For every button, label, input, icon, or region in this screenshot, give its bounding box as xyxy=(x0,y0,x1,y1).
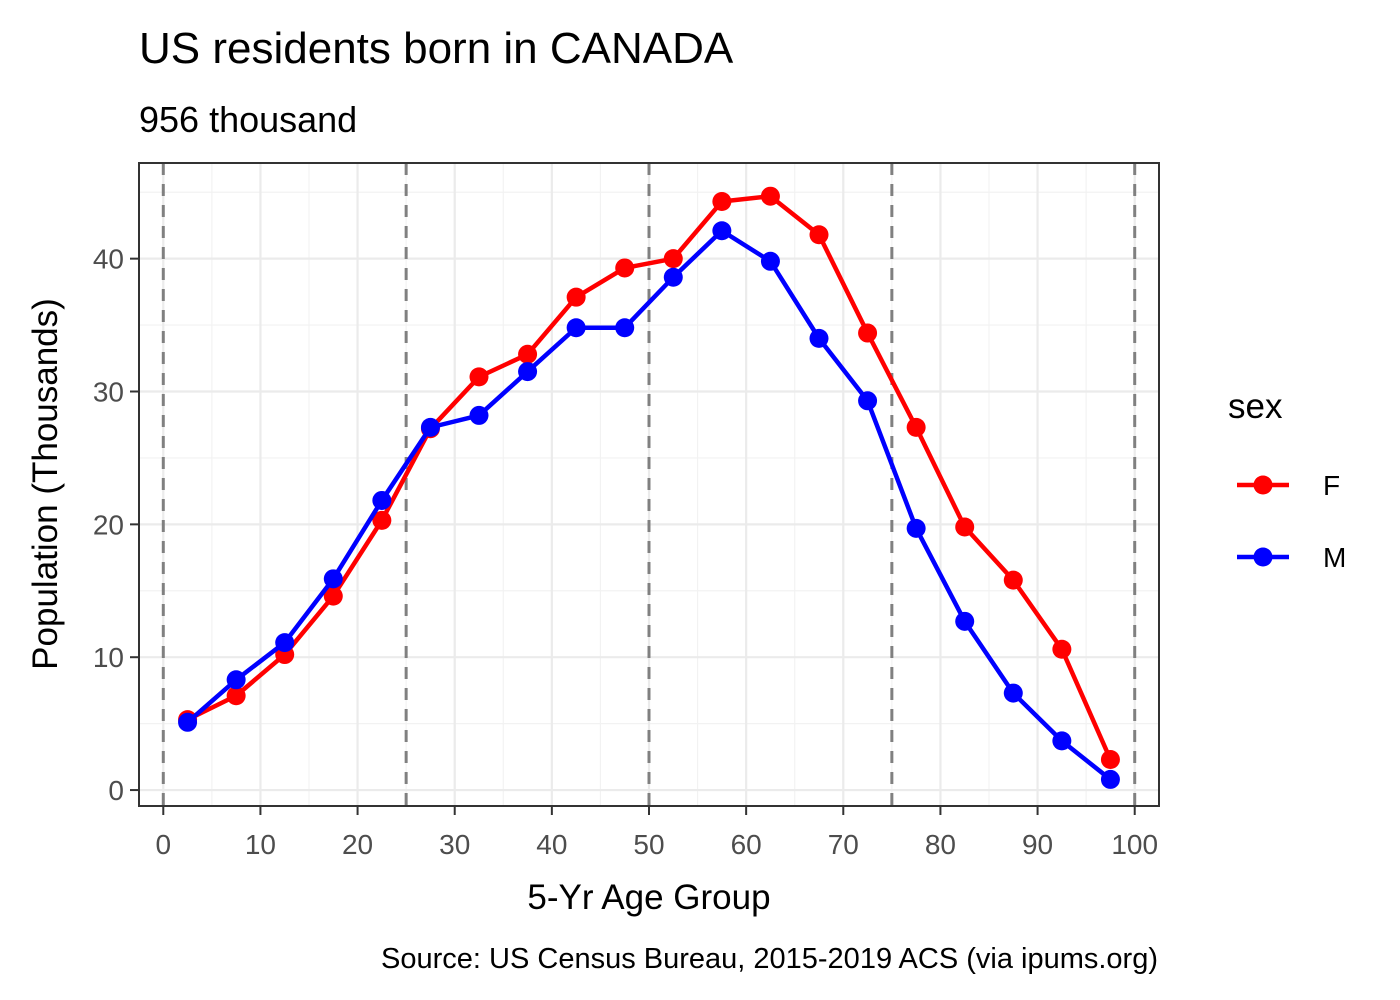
legend-key-dot xyxy=(1253,475,1273,495)
data-point-m xyxy=(226,670,246,690)
plot-panel xyxy=(138,162,1160,807)
data-point-m xyxy=(275,633,295,653)
y-tick-label: 30 xyxy=(93,377,124,408)
data-point-f xyxy=(906,417,926,437)
data-point-f xyxy=(1003,570,1023,590)
data-point-f xyxy=(858,323,878,343)
data-point-f xyxy=(1100,750,1120,770)
data-point-m xyxy=(955,611,975,631)
y-axis: 0 10 20 30 40 xyxy=(93,244,139,806)
data-point-f xyxy=(663,249,683,269)
x-tick-label: 50 xyxy=(633,829,664,860)
legend-label: M xyxy=(1323,542,1346,573)
data-point-f xyxy=(712,192,732,212)
data-point-m xyxy=(1100,769,1120,789)
legend-label: F xyxy=(1323,470,1340,501)
legend: sex FM xyxy=(1228,387,1346,573)
data-point-m xyxy=(906,518,926,538)
data-point-m xyxy=(518,362,538,382)
legend-items: FM xyxy=(1237,470,1346,573)
x-tick-label: 10 xyxy=(245,829,276,860)
data-point-m xyxy=(1003,683,1023,703)
legend-key-dot xyxy=(1253,547,1273,567)
x-tick-label: 0 xyxy=(155,829,171,860)
data-point-m xyxy=(712,221,732,241)
data-point-m xyxy=(809,328,829,348)
data-point-f xyxy=(469,367,489,387)
data-point-m xyxy=(178,712,198,732)
x-tick-label: 80 xyxy=(925,829,956,860)
data-point-m xyxy=(1052,731,1072,751)
data-point-m xyxy=(420,417,440,437)
data-point-m xyxy=(858,391,878,411)
data-point-m xyxy=(323,569,343,589)
data-point-f xyxy=(809,225,829,245)
y-axis-title: Population (Thousands) xyxy=(26,298,65,670)
x-tick-label: 20 xyxy=(342,829,373,860)
data-point-f xyxy=(566,287,586,307)
data-point-m xyxy=(372,490,392,510)
reference-vlines xyxy=(161,163,1137,806)
y-tick-label: 20 xyxy=(93,509,124,540)
data-point-f xyxy=(323,586,343,606)
x-tick-label: 60 xyxy=(731,829,762,860)
legend-title: sex xyxy=(1228,387,1283,426)
x-tick-label: 90 xyxy=(1022,829,1053,860)
x-tick-label: 100 xyxy=(1111,829,1158,860)
series-line-m xyxy=(185,228,1113,782)
y-tick-label: 10 xyxy=(93,642,124,673)
x-tick-label: 40 xyxy=(536,829,567,860)
data-point-f xyxy=(518,344,538,364)
data-point-m xyxy=(760,251,780,271)
data-point-m xyxy=(663,267,683,287)
data-point-f xyxy=(615,258,635,278)
x-axis: 0 10 20 30 40 50 60 70 80 90 100 xyxy=(155,806,1158,860)
y-tick-label: 0 xyxy=(108,775,124,806)
chart-subtitle: 956 thousand xyxy=(139,99,357,140)
legend-item-m: M xyxy=(1237,542,1346,573)
data-point-f xyxy=(955,517,975,537)
y-tick-label: 40 xyxy=(93,244,124,275)
data-point-f xyxy=(760,186,780,206)
data-point-f xyxy=(226,686,246,706)
x-tick-label: 30 xyxy=(439,829,470,860)
chart-title: US residents born in CANADA xyxy=(139,24,734,73)
data-point-f xyxy=(372,510,392,530)
data-point-f xyxy=(1052,639,1072,659)
data-point-m xyxy=(615,318,635,338)
x-axis-title: 5-Yr Age Group xyxy=(527,878,770,917)
data-point-m xyxy=(469,405,489,425)
x-tick-label: 70 xyxy=(828,829,859,860)
data-point-m xyxy=(566,318,586,338)
legend-item-f: F xyxy=(1237,470,1340,501)
chart-caption: Source: US Census Bureau, 2015-2019 ACS … xyxy=(381,943,1158,975)
series-layer xyxy=(178,186,1120,789)
